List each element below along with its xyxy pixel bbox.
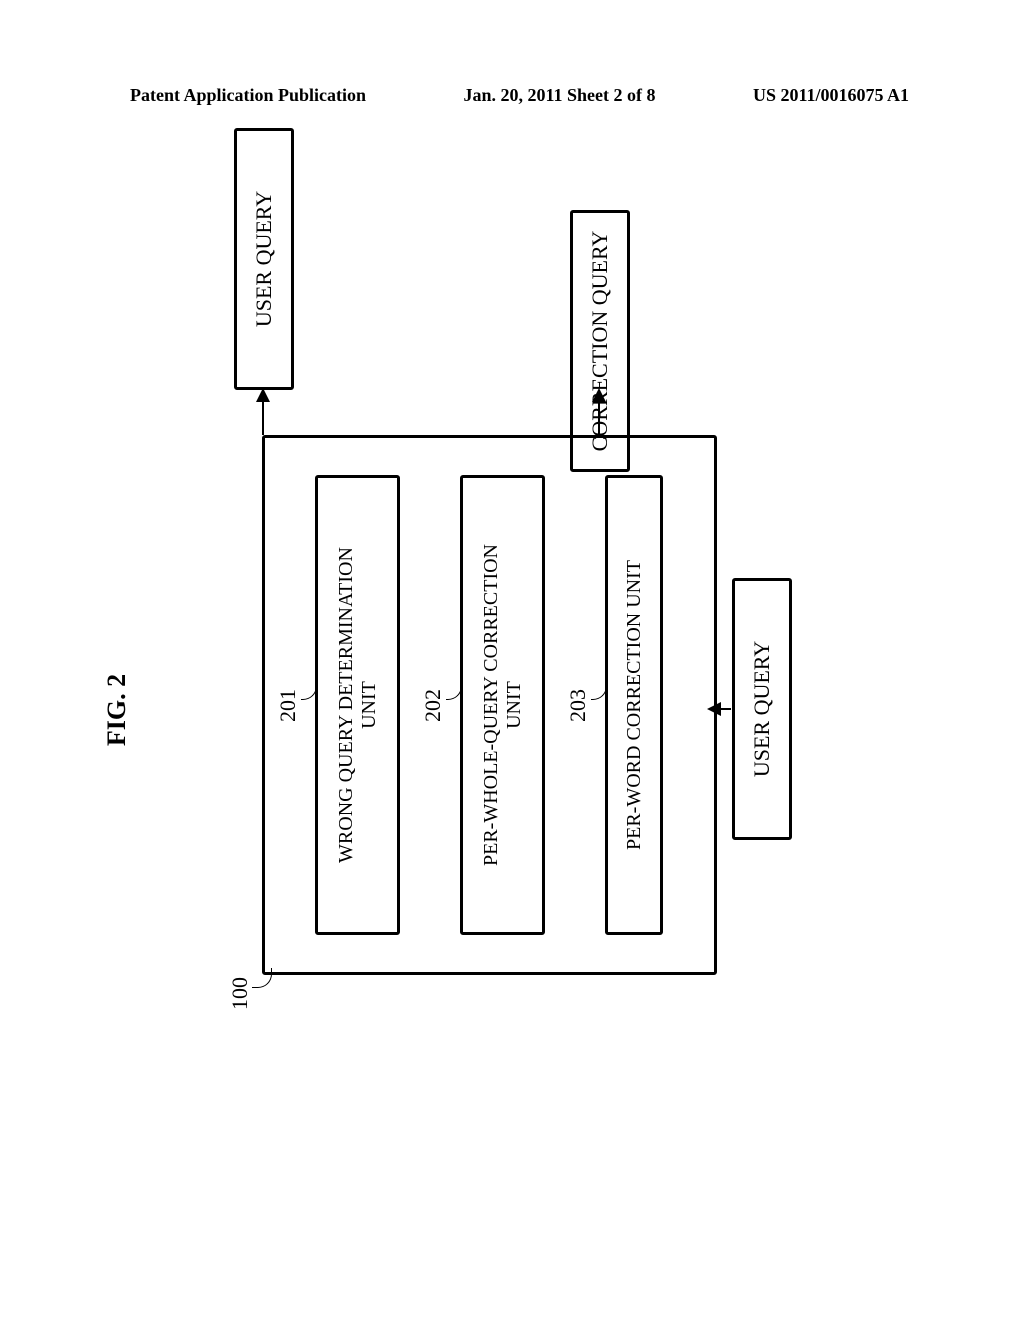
figure-label: FIG. 2 bbox=[102, 674, 132, 746]
ref-label-100: 100 bbox=[227, 977, 253, 1010]
arrow-output2-head bbox=[592, 388, 606, 402]
user-query-output-box: USER QUERY bbox=[234, 128, 294, 390]
page-header: Patent Application Publication Jan. 20, … bbox=[0, 85, 1024, 106]
ref-label-203: 203 bbox=[565, 689, 591, 722]
header-left: Patent Application Publication bbox=[130, 85, 366, 106]
arrow-input-head bbox=[707, 702, 721, 716]
arrow-output1-head bbox=[256, 388, 270, 402]
wrong-query-determination-unit: WRONG QUERY DETERMINATION UNIT bbox=[315, 475, 400, 935]
unit2-line1: PER-WHOLE-QUERY CORRECTION bbox=[480, 486, 503, 924]
unit1-line2: UNIT bbox=[358, 486, 381, 924]
header-center: Jan. 20, 2011 Sheet 2 of 8 bbox=[463, 85, 655, 106]
block-diagram: 100 201 WRONG QUERY DETERMINATION UNIT 2… bbox=[172, 210, 812, 1210]
header-right: US 2011/0016075 A1 bbox=[753, 85, 909, 106]
main-system-box: 201 WRONG QUERY DETERMINATION UNIT 202 P… bbox=[262, 435, 717, 975]
ref-label-202: 202 bbox=[420, 689, 446, 722]
unit2-line2: UNIT bbox=[503, 486, 526, 924]
unit3-line1: PER-WORD CORRECTION UNIT bbox=[623, 486, 646, 924]
unit1-line1: WRONG QUERY DETERMINATION bbox=[335, 486, 358, 924]
ref-label-201: 201 bbox=[275, 689, 301, 722]
rotated-figure-stage: FIG. 2 100 201 WRONG QUERY DETERMINATION… bbox=[112, 160, 912, 1260]
user-query-input-box: USER QUERY bbox=[732, 578, 792, 840]
per-whole-query-correction-unit: PER-WHOLE-QUERY CORRECTION UNIT bbox=[460, 475, 545, 935]
correction-query-output-box: CORRECTION QUERY bbox=[570, 210, 630, 472]
per-word-correction-unit: PER-WORD CORRECTION UNIT bbox=[605, 475, 663, 935]
